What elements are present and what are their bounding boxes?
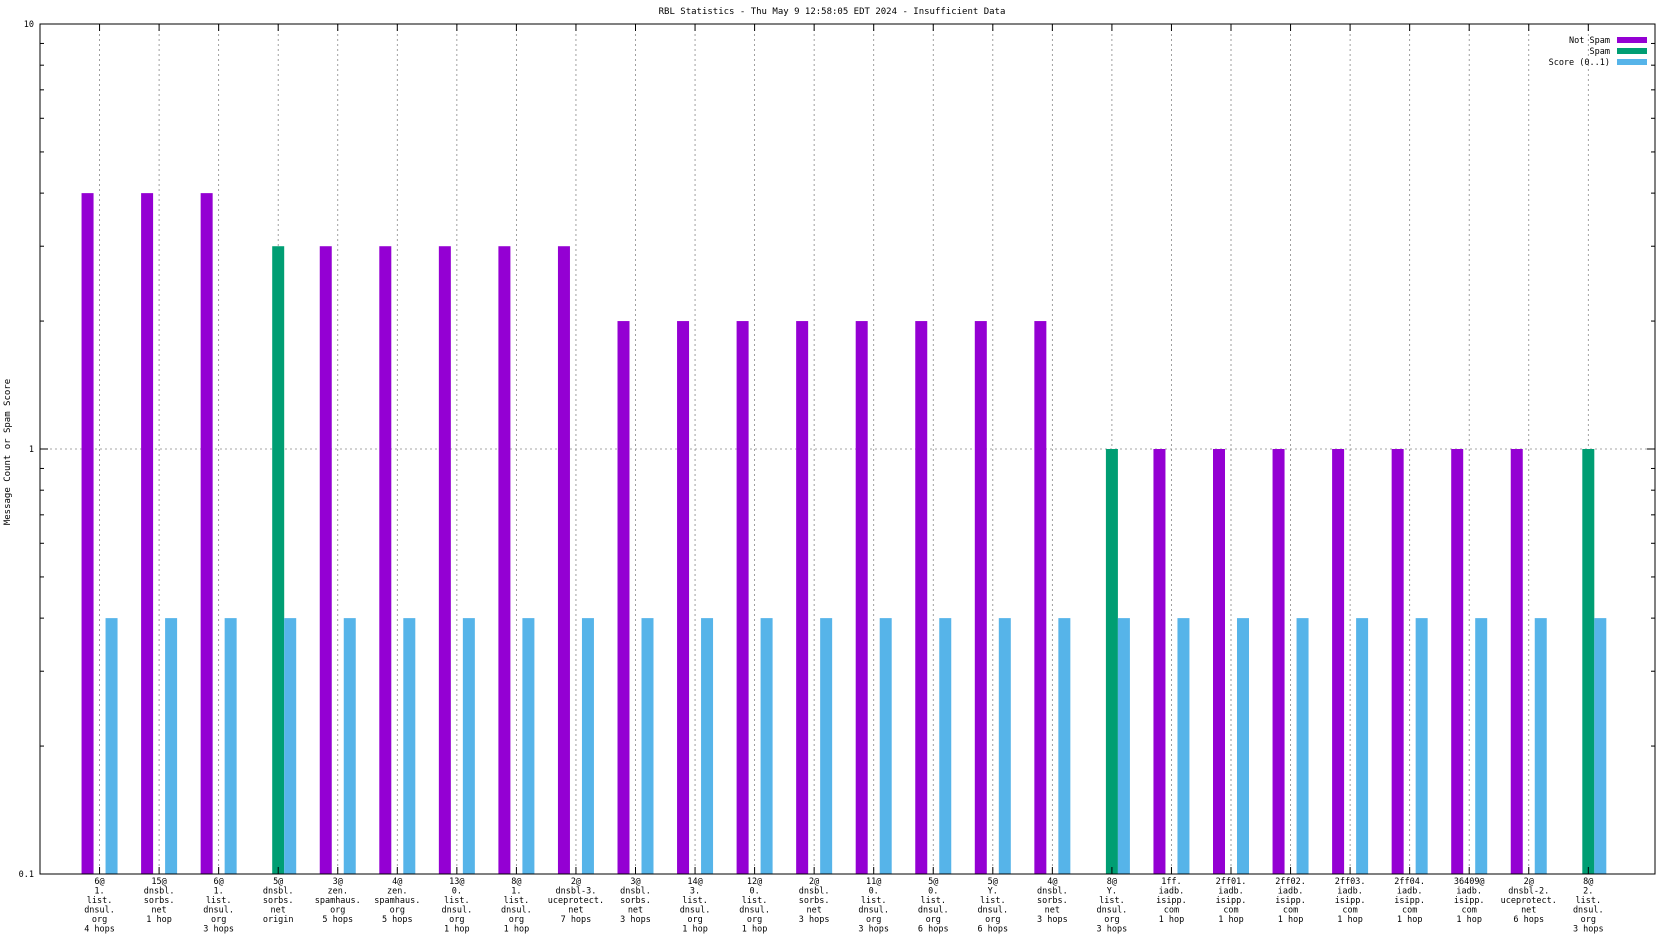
x-tick-label: 6@ 1. list. dnsul. org 4 hops: [84, 877, 115, 935]
x-tick-label: 3@ zen. spamhaus. org 5 hops: [315, 877, 361, 925]
bar-score-0-1: [939, 618, 952, 874]
bar-not-spam: [617, 321, 630, 874]
bar-not-spam: [141, 193, 154, 874]
bar-not-spam: [1272, 449, 1285, 874]
x-tick-label: 5@ dnsbl. sorbs. net origin: [263, 877, 294, 925]
y-tick-label: 0.1: [19, 870, 34, 880]
bar-not-spam: [855, 321, 868, 874]
bar-score-0-1: [165, 618, 178, 874]
bar-score-0-1: [284, 618, 297, 874]
bar-not-spam: [736, 321, 749, 874]
legend-swatch: [1617, 37, 1647, 43]
x-tick-label: 14@ 3. list. dnsul. org 1 hop: [680, 877, 711, 935]
bar-score-0-1: [1475, 618, 1488, 874]
bar-score-0-1: [1117, 618, 1130, 874]
bar-score-0-1: [1534, 618, 1547, 874]
x-tick-label: 2@ dnsbl-3. uceprotect. net 7 hops: [548, 877, 604, 925]
x-tick-label: 4@ dnsbl. sorbs. net 3 hops: [1037, 877, 1068, 925]
bar-score-0-1: [1356, 618, 1369, 874]
bar-not-spam: [319, 246, 332, 875]
bar-score-0-1: [1177, 618, 1190, 874]
x-tick-label: 5@ 0. list. dnsul. org 6 hops: [918, 877, 949, 935]
bar-not-spam: [677, 321, 690, 874]
bar-score-0-1: [343, 618, 356, 874]
bar-score-0-1: [105, 618, 118, 874]
bar-not-spam: [1510, 449, 1523, 874]
legend-swatch: [1617, 59, 1647, 65]
bar-score-0-1: [820, 618, 833, 874]
bar-not-spam: [81, 193, 94, 874]
x-tick-label: 2@ dnsbl-2. uceprotect. net 6 hops: [1501, 877, 1557, 925]
x-tick-label: 12@ 0. list. dnsul. org 1 hop: [739, 877, 770, 935]
x-tick-label: 2ff01. iadb. isipp. com 1 hop: [1216, 877, 1247, 925]
x-tick-label: 6@ 1. list. dnsul. org 3 hops: [203, 877, 234, 935]
grid: [40, 24, 1655, 874]
bar-not-spam: [438, 246, 451, 875]
bar-not-spam: [796, 321, 809, 874]
x-tick-label: 15@ dnsbl. sorbs. net 1 hop: [144, 877, 175, 925]
y-tick-label: 1: [29, 445, 34, 455]
bar-score-0-1: [1058, 618, 1071, 874]
bar-score-0-1: [1237, 618, 1250, 874]
bar-score-0-1: [1296, 618, 1309, 874]
x-tick-label: 4@ zen. spamhaus. org 5 hops: [374, 877, 420, 925]
bar-not-spam: [974, 321, 987, 874]
bar-score-0-1: [1415, 618, 1428, 874]
bar-not-spam: [200, 193, 213, 874]
bar-not-spam: [915, 321, 928, 874]
bar-not-spam: [1332, 449, 1345, 874]
x-tick-label: 2ff04. iadb. isipp. com 1 hop: [1394, 877, 1425, 925]
bar-score-0-1: [581, 618, 594, 874]
chart-title: RBL Statistics - Thu May 9 12:58:05 EDT …: [659, 7, 1006, 17]
bar-spam: [1105, 449, 1118, 874]
x-tick-label: 8@ Y. list. dnsul. org 3 hops: [1097, 877, 1128, 935]
legend-label: Score (0..1): [1549, 58, 1610, 68]
x-tick-label: 2ff03. iadb. isipp. com 1 hop: [1335, 877, 1366, 925]
y-tick-label: 10: [24, 20, 34, 30]
bar-not-spam: [1213, 449, 1226, 874]
bar-spam: [1582, 449, 1595, 874]
x-tick-label: 3@ dnsbl. sorbs. net 3 hops: [620, 877, 651, 925]
legend-label: Not Spam: [1569, 36, 1610, 46]
bar-score-0-1: [701, 618, 714, 874]
bar-spam: [272, 246, 285, 875]
bar-score-0-1: [879, 618, 892, 874]
x-tick-label: 36409@ iadb. isipp. com 1 hop: [1454, 877, 1485, 925]
bar-score-0-1: [462, 618, 475, 874]
bar-score-0-1: [522, 618, 535, 874]
bar-not-spam: [379, 246, 392, 875]
bar-not-spam: [498, 246, 511, 875]
bar-not-spam: [557, 246, 570, 875]
bars: [81, 193, 1607, 875]
x-tick-label: 2ff02. iadb. isipp. com 1 hop: [1275, 877, 1306, 925]
x-tick-label: 13@ 0. list. dnsul. org 1 hop: [441, 877, 472, 935]
y-axis-label: Message Count or Spam Score: [3, 379, 13, 525]
bar-score-0-1: [760, 618, 773, 874]
legend-swatch: [1617, 48, 1647, 54]
x-tick-label: 5@ Y. list. dnsul. org 6 hops: [977, 877, 1008, 935]
legend-label: Spam: [1590, 47, 1610, 57]
x-tick-label: 1ff. iadb. isipp. com 1 hop: [1156, 877, 1187, 925]
bar-not-spam: [1451, 449, 1464, 874]
bar-score-0-1: [1594, 618, 1607, 874]
x-tick-label: 8@ 2. list. dnsul. org 3 hops: [1573, 877, 1604, 935]
x-tick-label: 2@ dnsbl. sorbs. net 3 hops: [799, 877, 830, 925]
x-tick-label: 8@ 1. list. dnsul. org 1 hop: [501, 877, 532, 935]
x-tick-label: 11@ 0. list. dnsul. org 3 hops: [858, 877, 889, 935]
bar-score-0-1: [224, 618, 237, 874]
bar-score-0-1: [998, 618, 1011, 874]
bar-not-spam: [1034, 321, 1047, 874]
bar-not-spam: [1153, 449, 1166, 874]
bar-not-spam: [1391, 449, 1404, 874]
bar-score-0-1: [403, 618, 416, 874]
bar-score-0-1: [641, 618, 654, 874]
